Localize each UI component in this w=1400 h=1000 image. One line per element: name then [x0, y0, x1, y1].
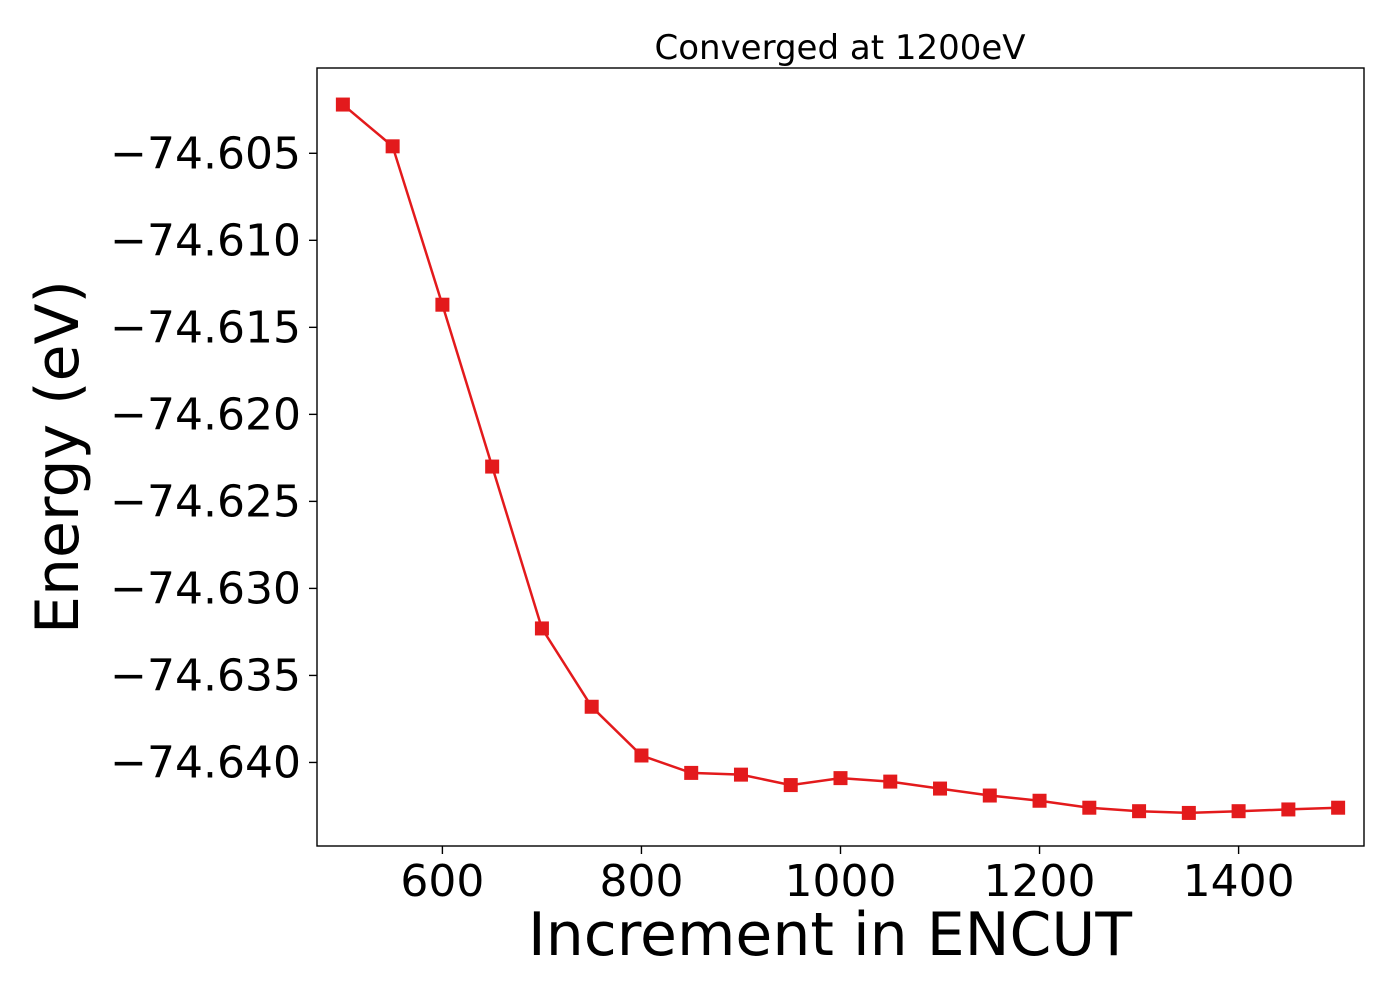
data-point-marker — [883, 774, 898, 789]
x-tick-label: 1400 — [1183, 856, 1295, 907]
series-line — [342, 103, 1339, 815]
y-tick-label: −74.610 — [110, 215, 301, 266]
data-point-marker — [534, 621, 549, 636]
data-point-marker — [1281, 802, 1296, 817]
data-point-marker — [1231, 804, 1246, 819]
y-axis-ticks: −74.605 −74.610 −74.615 −74.620 −74.625 −74.6… — [110, 128, 317, 788]
y-tick-label: −74.620 — [110, 389, 301, 440]
data-point-marker — [335, 97, 350, 112]
data-point-marker — [1032, 793, 1047, 808]
plot-area-frame — [316, 67, 1365, 847]
x-tick-label: 800 — [599, 856, 683, 907]
chart-title: Converged at 1200eV — [654, 28, 1025, 68]
data-point-marker — [733, 767, 748, 782]
data-point-marker — [684, 765, 699, 780]
y-tick-label: −74.640 — [110, 737, 301, 788]
x-axis-ticks: 600 800 1000 1200 1400 — [400, 846, 1295, 907]
data-point-marker — [584, 699, 599, 714]
data-point-marker — [634, 748, 649, 763]
x-axis-label: Increment in ENCUT — [528, 900, 1132, 970]
data-point-marker — [982, 788, 997, 803]
data-point-marker — [833, 771, 848, 786]
data-point-marker — [1132, 804, 1147, 819]
y-tick-label: −74.615 — [110, 302, 301, 353]
series-layer — [335, 97, 1346, 820]
data-point-marker — [1331, 800, 1346, 815]
y-tick-label: −74.625 — [110, 476, 301, 527]
y-axis-label: Energy (eV) — [23, 280, 93, 634]
data-point-marker — [435, 297, 450, 312]
data-point-marker — [783, 778, 798, 793]
y-tick-label: −74.605 — [110, 128, 301, 179]
x-tick-label: 1000 — [785, 856, 897, 907]
data-point-marker — [1082, 800, 1097, 815]
y-tick-label: −74.635 — [110, 650, 301, 701]
data-point-marker — [933, 781, 948, 796]
data-point-marker — [1181, 805, 1196, 820]
data-point-marker — [485, 459, 500, 474]
data-point-marker — [385, 139, 400, 154]
x-tick-label: 600 — [400, 856, 484, 907]
y-tick-label: −74.630 — [110, 563, 301, 614]
x-tick-label: 1200 — [984, 856, 1096, 907]
